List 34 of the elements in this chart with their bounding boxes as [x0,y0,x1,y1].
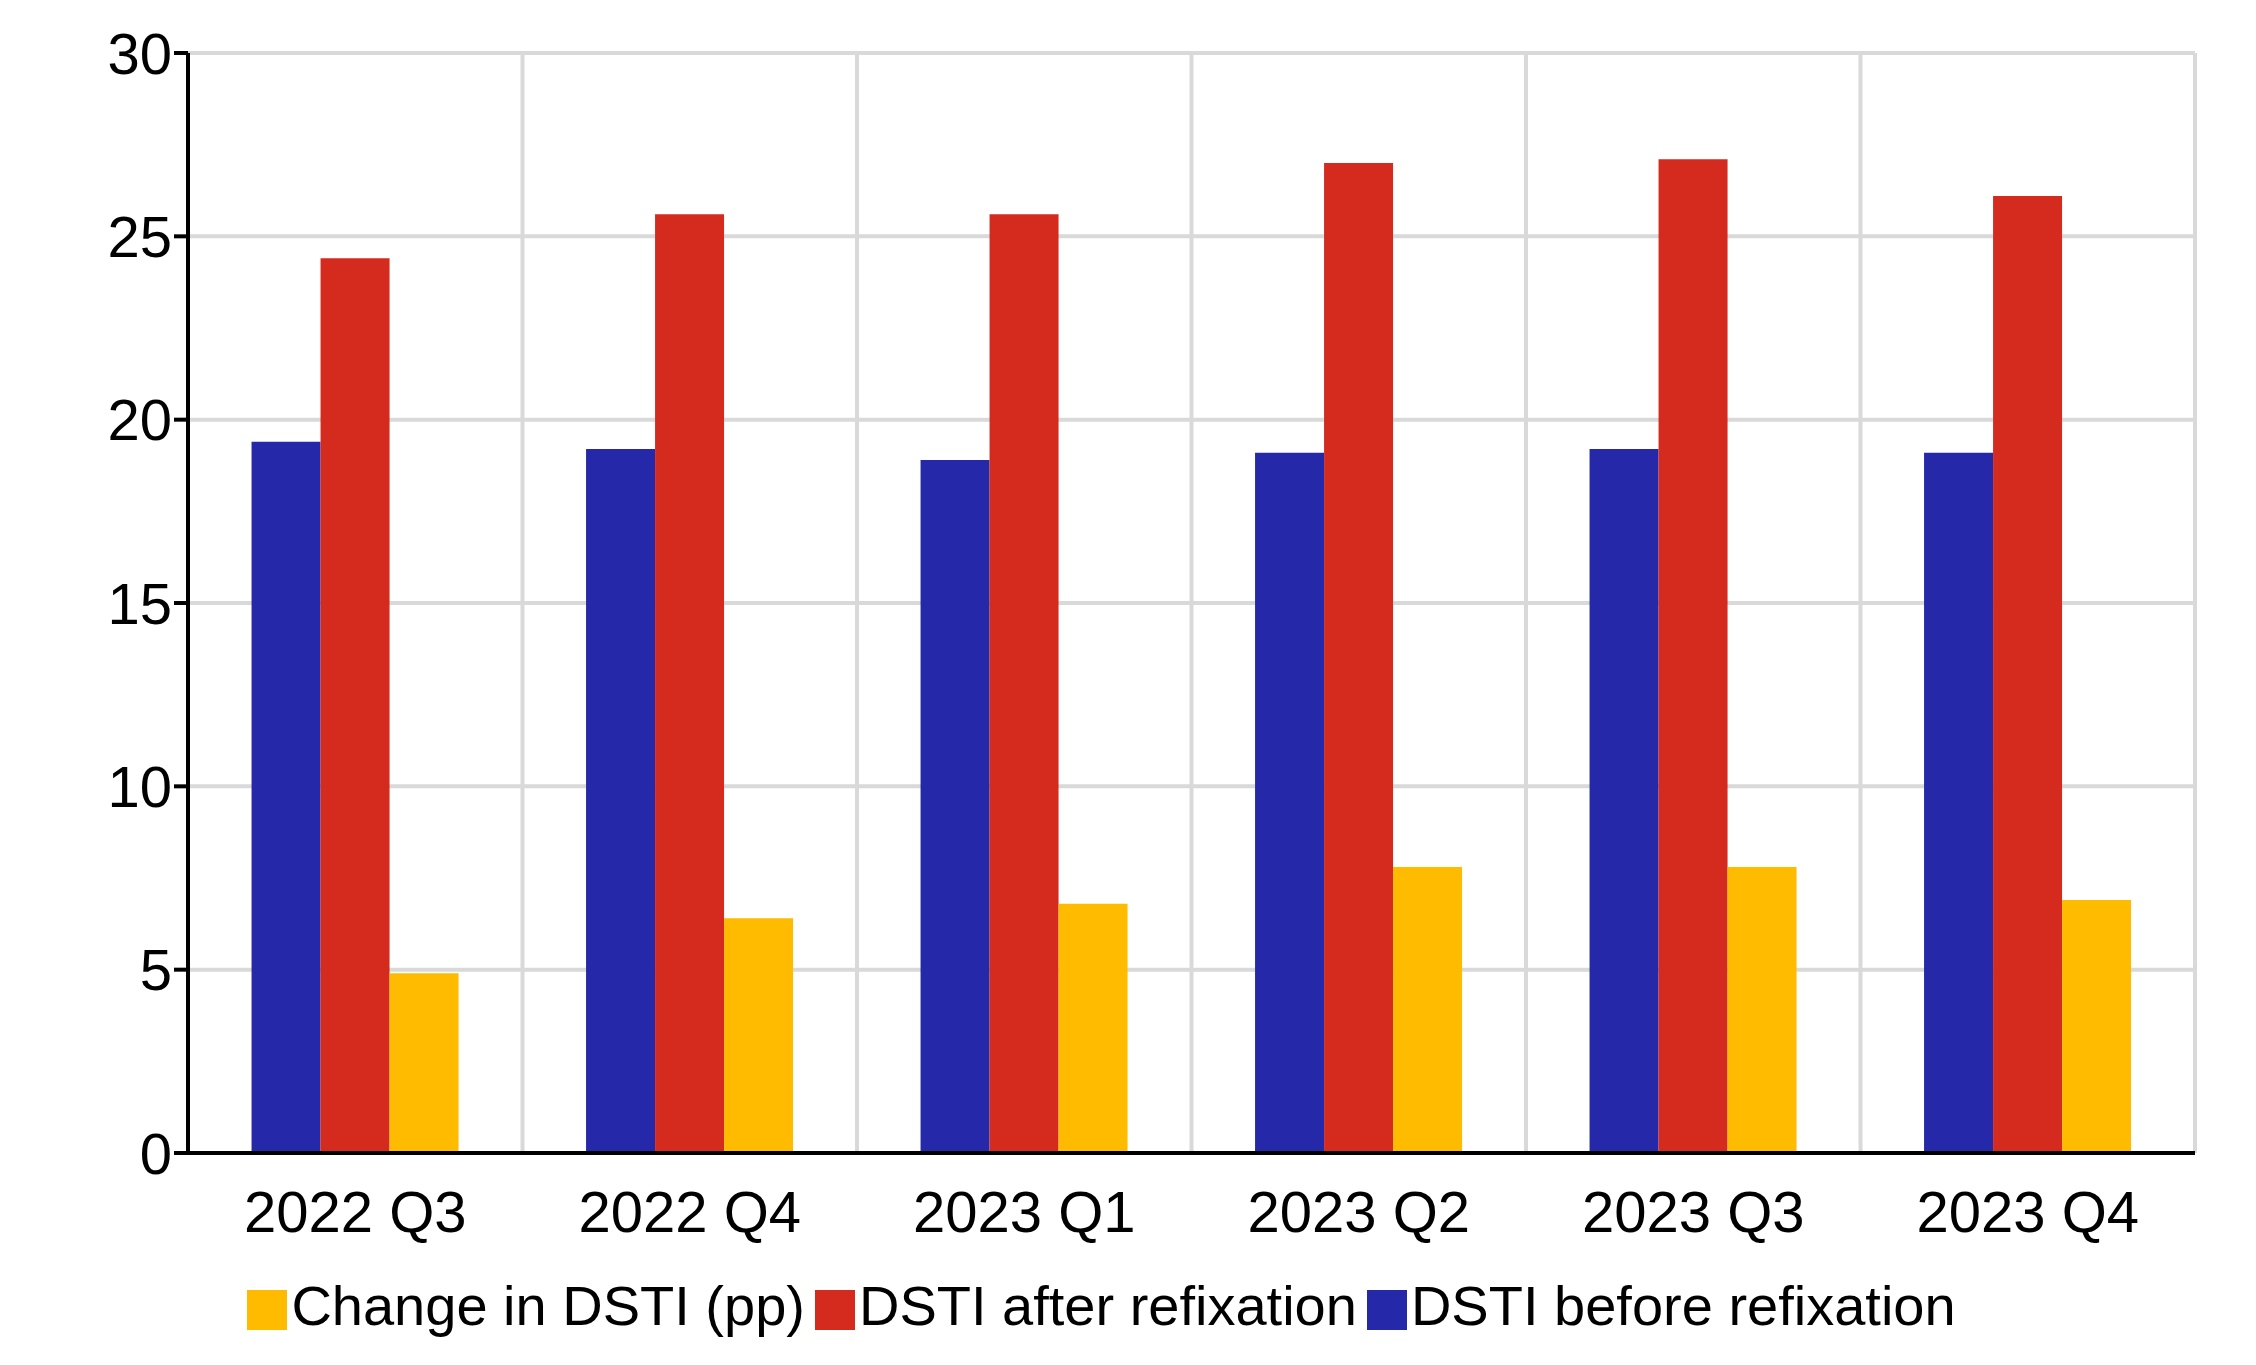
bar [389,973,459,1153]
bar [655,214,725,1153]
y-tick-label: 0 [139,1120,172,1186]
bar [320,258,390,1153]
bar [2062,900,2132,1153]
y-tick-label: 20 [107,387,172,453]
y-tick-label: 15 [107,570,172,636]
bar [989,214,1059,1153]
bar [1058,903,1128,1153]
bar [1393,867,1463,1153]
y-tick-label: 30 [107,20,172,86]
y-tick-label: 5 [139,937,172,1003]
bar [1324,163,1394,1153]
bar [1727,867,1797,1153]
x-tick-label: 2023 Q2 [1247,1179,1471,1245]
bar [724,918,794,1153]
x-tick-label: 2023 Q1 [912,1179,1136,1245]
y-tick-label: 25 [107,203,172,269]
legend-label: DSTI before refixation [1410,1274,1956,1337]
x-tick-label: 2023 Q4 [1916,1179,2140,1245]
bar [251,441,321,1153]
bar [1589,449,1659,1153]
x-tick-label: 2023 Q3 [1581,1179,1805,1245]
x-tick-label: 2022 Q3 [243,1179,467,1245]
bar [1255,452,1325,1153]
bar [1924,452,1994,1153]
bar [920,460,990,1153]
bar [1658,159,1728,1153]
x-tick-label: 2022 Q4 [578,1179,802,1245]
bar [586,449,656,1153]
legend-label: DSTI after refixation [858,1274,1357,1337]
legend-label: Change in DSTI (pp) [291,1274,805,1337]
bar [1993,196,2063,1153]
y-tick-label: 10 [107,753,172,819]
